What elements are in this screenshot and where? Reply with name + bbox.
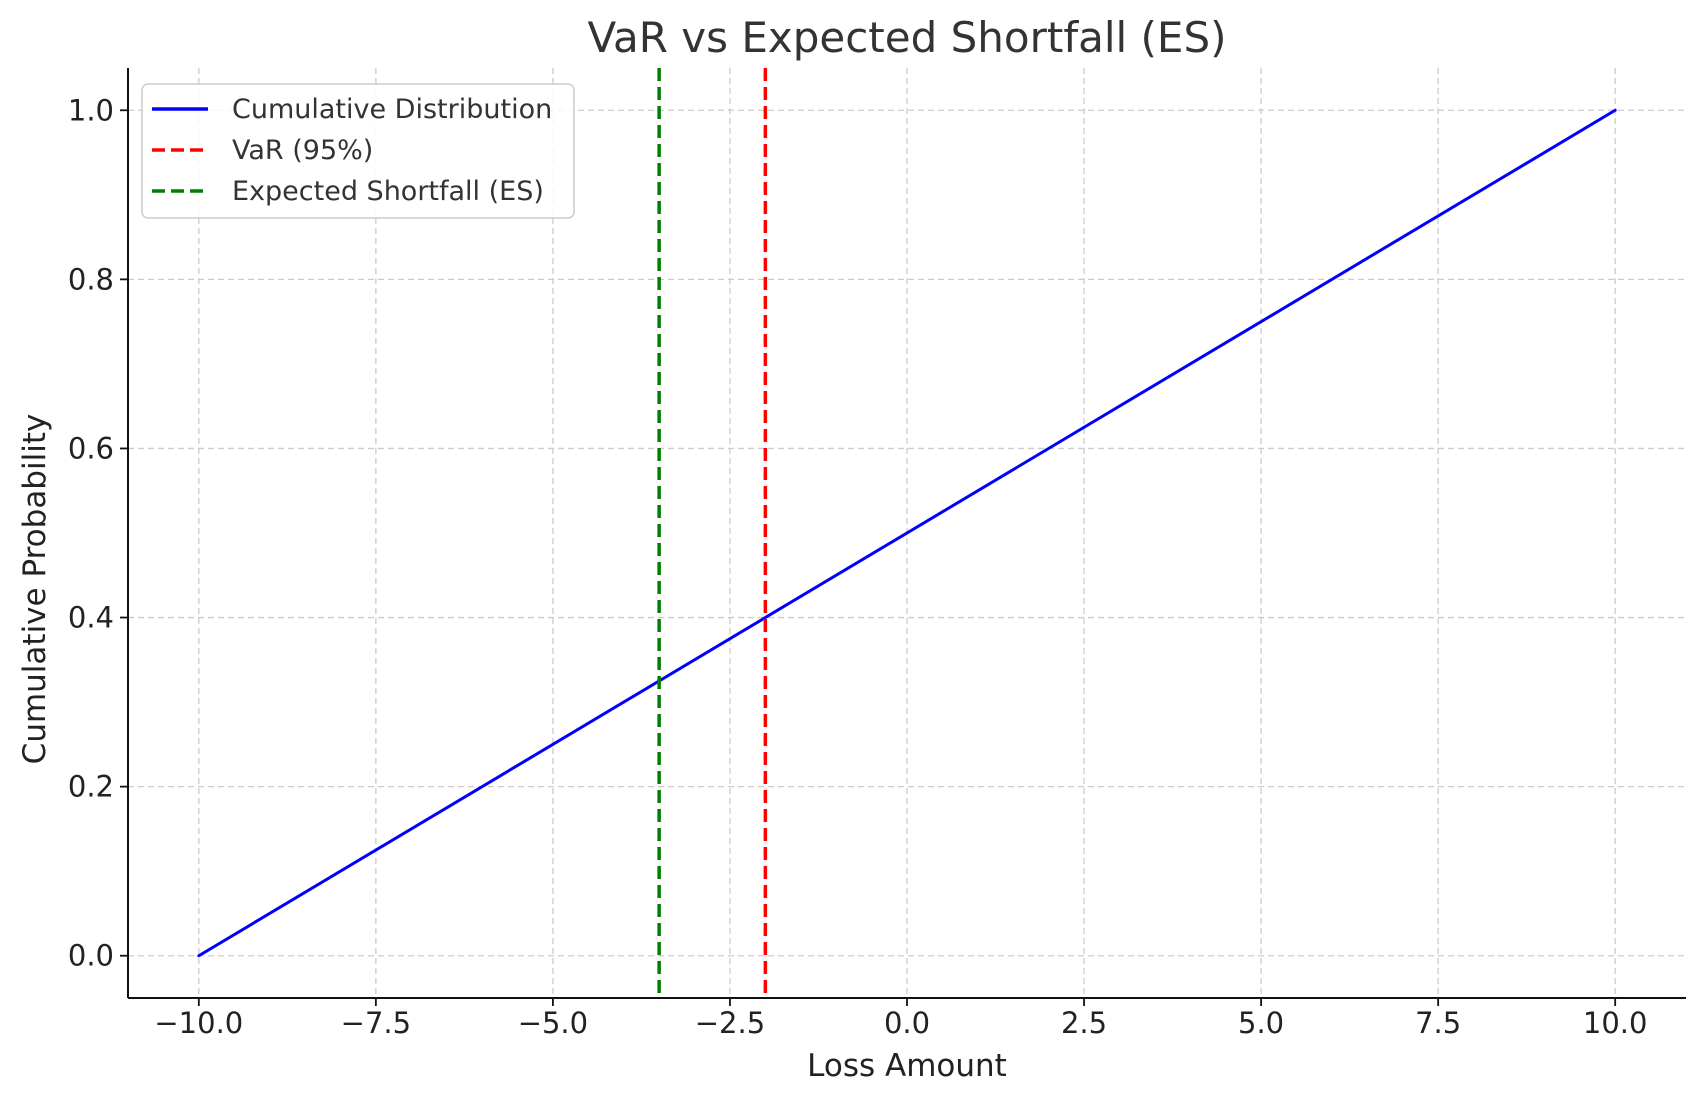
y-tick-label-4: 0.8 bbox=[68, 262, 114, 296]
y-tick-label-5: 1.0 bbox=[68, 93, 114, 127]
legend-frame bbox=[141, 83, 575, 219]
y-tick-label-0: 0.0 bbox=[68, 939, 114, 973]
x-tick-label-7: 7.5 bbox=[1415, 1006, 1461, 1040]
chart-title: VaR vs Expected Shortfall (ES) bbox=[587, 13, 1226, 62]
x-axis-label: Loss Amount bbox=[807, 1048, 1007, 1084]
x-tick-label-4: 0.0 bbox=[884, 1006, 930, 1040]
x-tick-label-3: −2.5 bbox=[695, 1006, 765, 1040]
legend-entries: Cumulative Distribution VaR (95%) Expected… bbox=[152, 94, 552, 207]
x-tick-label-5: 2.5 bbox=[1061, 1006, 1107, 1040]
x-tick-label-6: 5.0 bbox=[1238, 1006, 1284, 1040]
legend-label-0: Cumulative Distribution bbox=[232, 94, 552, 125]
series-line-0 bbox=[197, 108, 1617, 958]
y-tick-label-3: 0.6 bbox=[68, 431, 114, 465]
x-tick-label-0: −10.0 bbox=[154, 1006, 243, 1040]
ticks: −10.0 −7.5 −5.0 −2.5 0.0 2.5 5.0 7.5 10.0 0.0 0.2 0… bbox=[68, 93, 1648, 1040]
legend-label-2: Expected Shortfall (ES) bbox=[232, 176, 544, 207]
y-tick-label-2: 0.4 bbox=[68, 601, 114, 635]
plot-lines bbox=[197, 68, 1617, 998]
x-tick-label-1: −7.5 bbox=[341, 1006, 411, 1040]
y-tick-label-1: 0.2 bbox=[68, 770, 114, 804]
y-axis-label: Cumulative Probability bbox=[17, 414, 53, 765]
x-tick-label-8: 10.0 bbox=[1583, 1006, 1648, 1040]
legend: Cumulative Distribution VaR (95%) Expected… bbox=[141, 83, 575, 219]
x-tick-label-2: −5.0 bbox=[518, 1006, 588, 1040]
legend-label-1: VaR (95%) bbox=[232, 135, 373, 166]
